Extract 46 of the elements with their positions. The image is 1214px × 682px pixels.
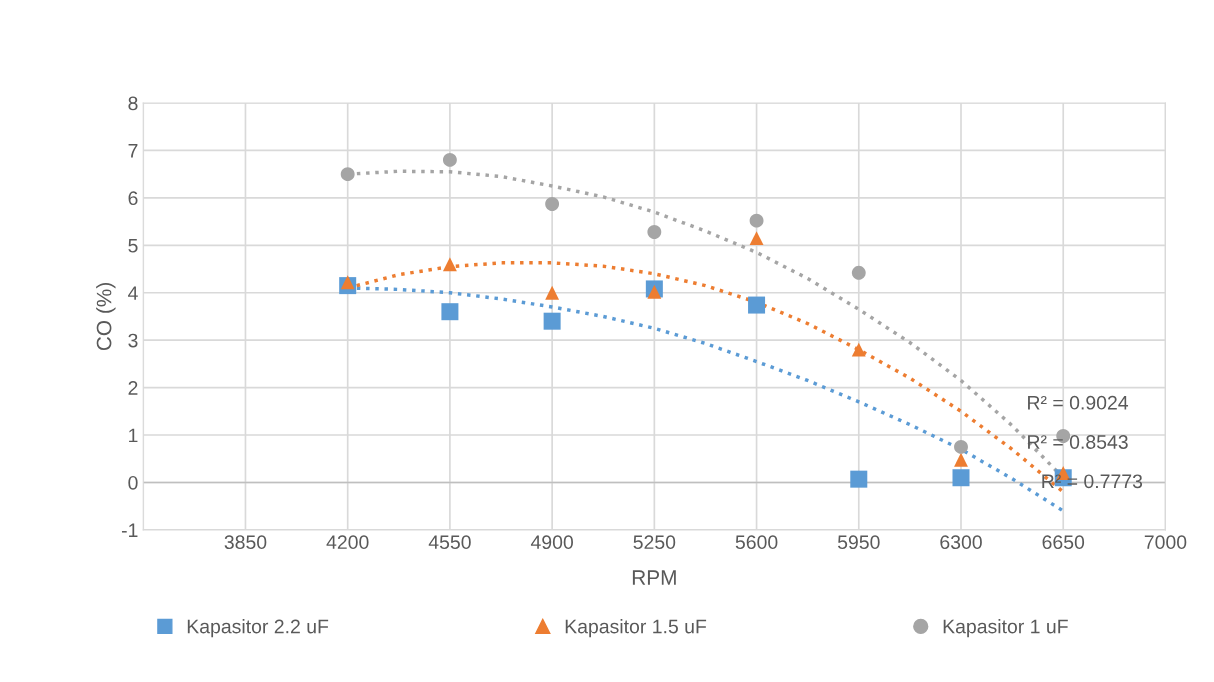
x-tick-label: 4900 [530,535,573,550]
point [442,152,457,167]
x-tick-label: 6650 [1042,535,1085,550]
point [340,275,355,290]
point [851,342,866,357]
x-axis-title: RPM [632,570,676,585]
point [748,296,766,314]
x-tick-label: 6300 [940,535,982,550]
y-axis-title: CO (%) [96,283,116,351]
annotation: R² = 0.9024 [1028,395,1129,410]
point [647,284,662,299]
y-tick-label: 7 [128,144,138,158]
point [442,257,457,272]
legend-label: Kapasitor 1 uF [943,619,1068,638]
y-tick-label: 5 [128,238,138,253]
point [543,312,561,330]
point [340,167,355,182]
y-tick-label: 6 [128,191,138,206]
y-tick-label: 8 [128,96,138,111]
x-tick-label: 5600 [735,535,778,550]
annotation: R² = 0.8543 [1028,435,1128,449]
point [647,225,662,239]
x-tick-label: 4550 [428,535,471,550]
point [441,303,459,321]
y-tick-label: -1 [121,523,138,537]
point [749,231,764,246]
point [952,469,970,487]
point [954,452,968,467]
y-tick-label: 0 [128,475,138,490]
x-tick-label: 5250 [633,535,676,550]
y-tick-label: 2 [128,381,138,395]
legend-label: Kapasitor 2.2 uF [187,619,329,638]
x-tick-label: 5950 [837,535,880,550]
y-tick-label: 1 [129,428,138,443]
point [545,285,560,300]
x-tick-label: 4200 [326,535,369,550]
y-tick-label: 3 [128,333,138,348]
y-tick-label: 4 [128,286,138,300]
x-tick-label: 3850 [224,535,267,550]
point [545,197,560,211]
x-tick-label: 7000 [1144,535,1187,550]
point [954,439,968,454]
legend-label: Kapasitor 1.5 uF [565,619,707,638]
point [851,265,866,280]
point [850,470,868,488]
point [749,213,764,228]
